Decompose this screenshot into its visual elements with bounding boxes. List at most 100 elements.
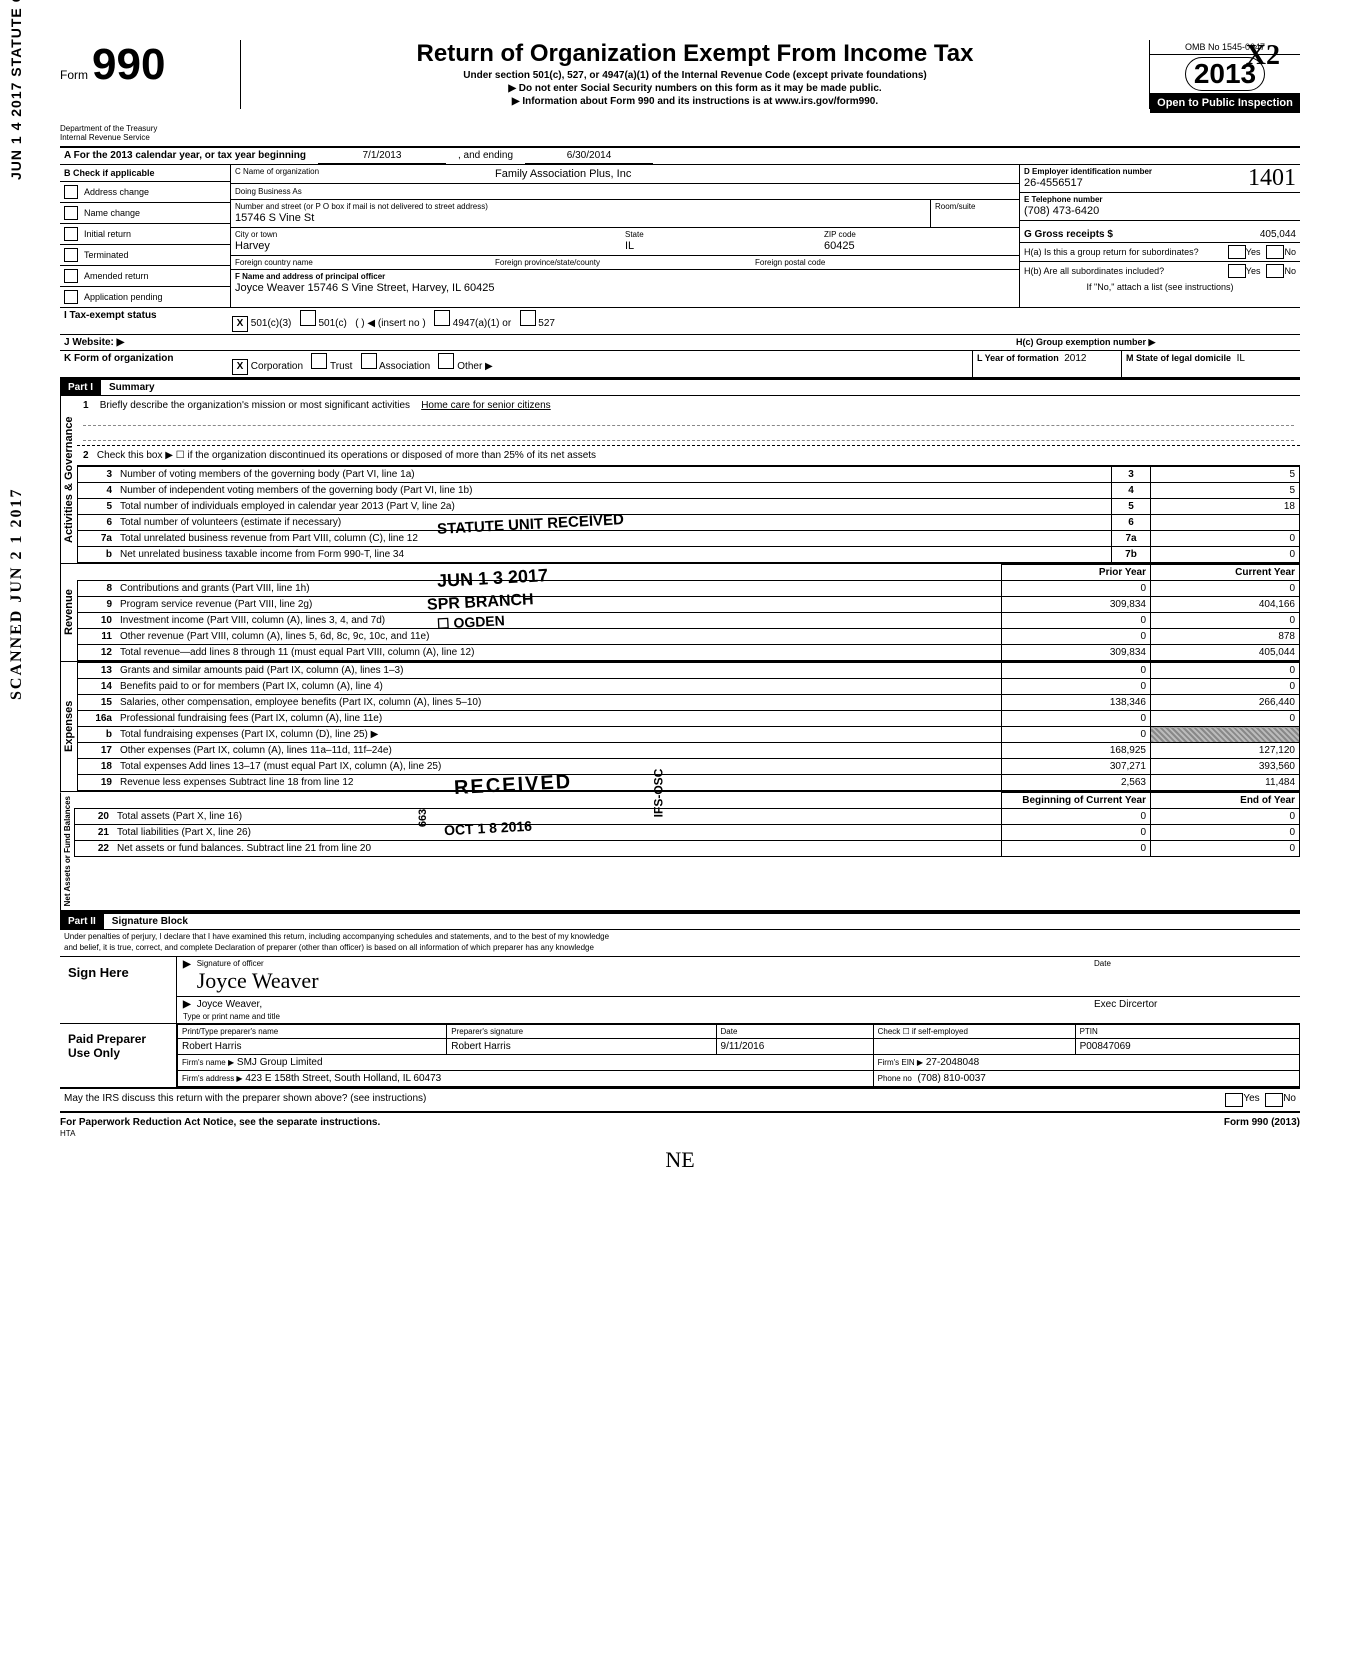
tax-year-end: 6/30/2014: [525, 148, 653, 164]
state-value: IL: [625, 239, 816, 253]
checkbox-address-change[interactable]: Address change: [60, 182, 230, 203]
firm-ein-label: Firm's EIN ▶: [878, 1058, 923, 1067]
part-ii-title: Signature Block: [104, 916, 188, 927]
year-formation-label: L Year of formation: [977, 353, 1059, 363]
summary-net-assets: Net Assets or Fund Balances Beginning of…: [60, 792, 1300, 912]
discuss-yes-box[interactable]: [1225, 1093, 1243, 1107]
sign-date-label: Date: [1094, 959, 1294, 968]
penalty-line-1: Under penalties of perjury, I declare th…: [60, 930, 1300, 943]
exp-row-16a: 16aProfessional fundraising fees (Part I…: [78, 711, 1300, 727]
hb-yes-box[interactable]: [1228, 264, 1246, 278]
net-assets-table: Beginning of Current Year End of Year 20…: [74, 792, 1300, 857]
org-name-value: Family Association Plus, Inc: [495, 167, 1015, 181]
firm-addr-value: 423 E 158th Street, South Holland, IL 60…: [245, 1073, 441, 1084]
officer-value: Joyce Weaver 15746 S Vine Street, Harvey…: [235, 281, 1015, 295]
col-b-header: B Check if applicable: [60, 165, 230, 182]
summary-expenses: Expenses 13Grants and similar amounts pa…: [60, 662, 1300, 792]
rev-row-9: 9Program service revenue (Part VIII, lin…: [78, 597, 1300, 613]
form-990-footer: Form 990 (2013): [1224, 1117, 1300, 1139]
rev-row-10: 10Investment income (Part VIII, column (…: [78, 613, 1300, 629]
firm-ein-value: 27-2048048: [926, 1057, 979, 1068]
domicile-value: IL: [1237, 353, 1245, 364]
city-value: Harvey: [235, 239, 617, 253]
assoc-checkbox[interactable]: [361, 353, 377, 369]
handwritten-x2: X2: [1246, 40, 1280, 72]
vlabel-revenue: Revenue: [60, 564, 77, 661]
checkbox-initial-return[interactable]: Initial return: [60, 224, 230, 245]
state-label: State: [625, 230, 816, 239]
part-i-title: Summary: [101, 382, 155, 393]
gross-receipts-value: 405,044: [1113, 229, 1296, 240]
checkbox-amended-return[interactable]: Amended return: [60, 266, 230, 287]
corp-checkbox[interactable]: X: [232, 359, 248, 375]
4947-checkbox[interactable]: [434, 310, 450, 326]
paid-preparer-label: Paid Preparer Use Only: [60, 1024, 177, 1087]
column-d: D Employer identification number 1401 26…: [1020, 165, 1300, 307]
part-i-badge: Part I: [60, 380, 101, 395]
summary-governance: Activities & Governance 1 Briefly descri…: [60, 396, 1300, 564]
row-k-label: K Form of organization: [60, 351, 228, 377]
no-label-2: No: [1284, 266, 1296, 276]
side-stamp-statute: JUN 1 4 2017 STATUTE CLEARED 0436 545 12…: [8, 0, 24, 180]
city-label: City or town: [235, 230, 617, 239]
website-label: J Website: ▶: [60, 335, 1012, 350]
gov-row-6: 6Total number of volunteers (estimate if…: [78, 515, 1300, 531]
opt-527: 527: [538, 318, 555, 329]
subtitle-1: Under section 501(c), 527, or 4947(a)(1)…: [253, 70, 1137, 81]
other-checkbox[interactable]: [438, 353, 454, 369]
row-i-tax-status: I Tax-exempt status X 501(c)(3) 501(c) (…: [60, 308, 1300, 335]
telephone-label: E Telephone number: [1024, 195, 1296, 204]
checkbox-terminated[interactable]: Terminated: [60, 245, 230, 266]
discuss-no-box[interactable]: [1265, 1093, 1283, 1107]
checkbox-name-change[interactable]: Name change: [60, 203, 230, 224]
preparer-signature: Robert Harris: [447, 1039, 716, 1055]
row-i-label: I Tax-exempt status: [60, 308, 228, 334]
yes-label-2: Yes: [1246, 266, 1261, 276]
opt-insert-no: ( ) ◀ (insert no ): [355, 318, 425, 329]
zip-value: 60425: [824, 239, 1015, 253]
ha-yes-box[interactable]: [1228, 245, 1246, 259]
opt-501c3: 501(c)(3): [251, 318, 292, 329]
trust-checkbox[interactable]: [311, 353, 327, 369]
domicile-label: M State of legal domicile: [1126, 353, 1231, 363]
part-ii-badge: Part II: [60, 914, 104, 929]
net-row-21: 21Total liabilities (Part X, line 26)00: [75, 825, 1300, 841]
yes-label: Yes: [1246, 247, 1261, 257]
firm-name-value: SMJ Group Limited: [237, 1057, 323, 1068]
hb-no-box[interactable]: [1266, 264, 1284, 278]
officer-name-printed: Joyce Weaver,: [197, 999, 397, 1010]
tax-year-begin: 7/1/2013: [318, 148, 446, 164]
opt-assoc: Association: [379, 361, 430, 372]
501c-checkbox[interactable]: [300, 310, 316, 326]
checkbox-application-pending[interactable]: Application pending: [60, 287, 230, 307]
revenue-table: Prior Year Current Year 8Contributions a…: [77, 564, 1300, 661]
street-label: Number and street (or P O box if mail is…: [235, 202, 926, 211]
foreign-country-label: Foreign country name: [235, 258, 495, 267]
ha-no-box[interactable]: [1266, 245, 1284, 259]
discuss-yes: Yes: [1243, 1093, 1259, 1107]
gross-receipts-label: G Gross receipts $: [1024, 229, 1113, 240]
prep-ptin-hdr: PTIN: [1075, 1025, 1299, 1039]
prep-date-hdr: Date: [716, 1025, 873, 1039]
dept-treasury: Department of the Treasury: [60, 124, 240, 133]
side-stamp-scanned: SCANNED JUN 2 1 2017: [8, 488, 26, 700]
telephone-value: (708) 473-6420: [1024, 204, 1296, 218]
ha-label: H(a) Is this a group return for subordin…: [1024, 247, 1228, 257]
gov-row-7a: 7aTotal unrelated business revenue from …: [78, 531, 1300, 547]
501c3-checkbox[interactable]: X: [232, 316, 248, 332]
hc-label: H(c) Group exemption number ▶: [1012, 335, 1300, 350]
line-a-mid: , and ending: [454, 148, 517, 164]
rev-row-8: 8Contributions and grants (Part VIII, li…: [78, 581, 1300, 597]
vlabel-net-assets: Net Assets or Fund Balances: [60, 792, 74, 910]
stamp-ifs-osc: IFS-OSC: [651, 769, 665, 818]
part-i-header: Part I Summary: [60, 378, 1300, 396]
discuss-with-preparer: May the IRS discuss this return with the…: [60, 1089, 1300, 1113]
foreign-prov-label: Foreign province/state/county: [495, 258, 755, 267]
527-checkbox[interactable]: [520, 310, 536, 326]
block-bcd: B Check if applicable Address changeName…: [60, 165, 1300, 308]
line-2-discontinue: Check this box ▶ ☐ if the organization d…: [97, 450, 596, 461]
dept-irs: Internal Revenue Service: [60, 133, 240, 142]
officer-label: F Name and address of principal officer: [235, 272, 1015, 281]
rev-row-12: 12Total revenue—add lines 8 through 11 (…: [78, 645, 1300, 661]
open-inspection: Open to Public Inspection: [1150, 93, 1300, 113]
